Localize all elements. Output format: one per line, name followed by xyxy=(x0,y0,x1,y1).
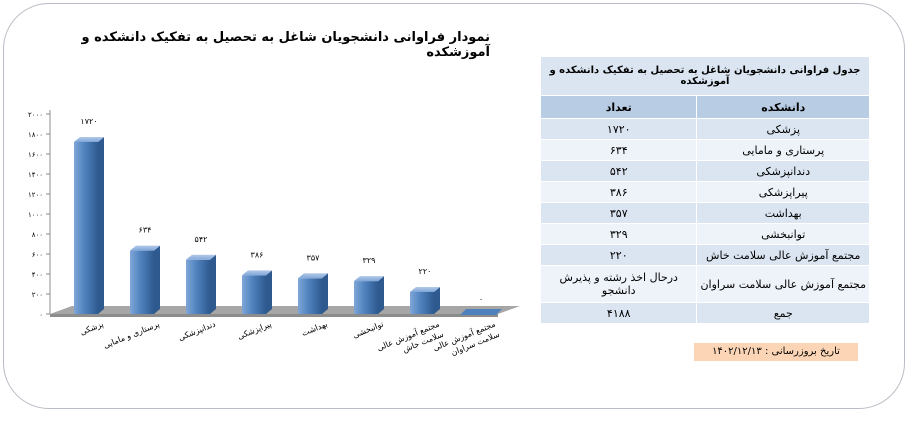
faculty-cell: مجتمع آموزش عالی سلامت سراوان xyxy=(696,265,870,303)
data-label: ۵۴۲ xyxy=(195,235,208,244)
table-row: بهداشت ۳۵۷ xyxy=(539,202,870,224)
table-row: پزشکی ۱۷۲۰ xyxy=(539,118,870,140)
table-row: مجتمع آموزش عالی سلامت سراوان درحال اخذ … xyxy=(539,265,870,303)
table-row: دندانپزشکی ۵۴۲ xyxy=(539,160,870,182)
data-label: ۳۵۷ xyxy=(307,253,321,262)
x-category-label-line: پزشکی xyxy=(79,320,105,337)
bar-side xyxy=(154,245,160,314)
x-category-label: پیراپزشکی xyxy=(236,320,272,342)
table-row: مجتمع آموزش عالی سلامت خاش ۲۲۰ xyxy=(539,244,870,266)
table-total-row: جمع ۴۱۸۸ xyxy=(539,302,870,324)
bar xyxy=(186,259,210,314)
bar xyxy=(460,309,502,315)
x-category-label: دندانپزشکی xyxy=(177,319,217,342)
count-cell: ۳۸۶ xyxy=(539,181,698,203)
report-date: تاریخ بروزرسانی : ۱۴۰۲/۱۲/۱۳ xyxy=(694,343,858,361)
bar-top xyxy=(354,276,384,282)
total-label-cell: جمع xyxy=(696,302,870,324)
data-label: ۶۳۴ xyxy=(139,226,152,235)
faculty-cell: دندانپزشکی xyxy=(696,160,870,182)
x-category-label: مجتمع آموزش عالیسلامت خاش xyxy=(375,318,445,362)
x-category-label: توانبخشی xyxy=(352,320,385,340)
count-cell: ۱۷۲۰ xyxy=(539,118,698,140)
total-count-cell: ۴۱۸۸ xyxy=(539,302,698,324)
y-tick-label: ۲۰۰۰ xyxy=(28,111,43,119)
x-category-label-line: پرستاری و مامایی xyxy=(102,320,161,351)
x-category-label: مجتمع آموزش عالیسلامت سراوان xyxy=(431,318,501,362)
bar-top xyxy=(298,273,328,279)
column-header-faculty: دانشکده xyxy=(696,95,870,119)
bar-top xyxy=(74,137,104,142)
table-row: توانبخشی ۳۲۹ xyxy=(539,223,870,245)
faculty-cell: مجتمع آموزش عالی سلامت خاش xyxy=(696,244,870,266)
bar-side xyxy=(266,270,272,314)
data-table-container: جدول فراوانی دانشجویان شاغل به تحصیل به … xyxy=(539,56,870,324)
y-tick-label: ۱۲۰۰ xyxy=(28,191,43,199)
table-row: پرستاری و مامایی ۶۳۴ xyxy=(539,139,870,161)
bar xyxy=(130,250,154,314)
table-title: جدول فراوانی دانشجویان شاغل به تحصیل به … xyxy=(540,56,870,96)
faculty-cell: بهداشت xyxy=(696,202,870,224)
data-label: ۰ xyxy=(479,295,483,304)
data-label: ۳۸۶ xyxy=(251,250,264,259)
y-tick-label: ۱۸۰۰ xyxy=(28,131,43,139)
chart-title: نمودار فراوانی دانشجویان شاغل به تحصیل ب… xyxy=(81,30,490,60)
data-label: ۳۲۹ xyxy=(363,256,376,265)
bar-side xyxy=(210,254,216,314)
data-table: جدول فراوانی دانشجویان شاغل به تحصیل به … xyxy=(539,56,870,324)
y-tick-label: ۰ xyxy=(39,311,43,319)
bar xyxy=(410,292,434,314)
y-tick-label: ۱۴۰۰ xyxy=(28,171,43,179)
count-cell: درحال اخذ رشته و پذیرش دانشجو xyxy=(539,265,698,303)
data-label: ۱۷۲۰ xyxy=(80,117,97,126)
bar xyxy=(298,278,322,314)
bar xyxy=(242,275,266,314)
x-category-label-line: توانبخشی xyxy=(352,320,385,340)
bar-side xyxy=(434,287,440,314)
count-cell: ۲۲۰ xyxy=(539,244,698,266)
bar-top xyxy=(186,254,216,260)
table-row: پیراپزشکی ۳۸۶ xyxy=(539,181,870,203)
bar-top xyxy=(242,270,272,276)
bar xyxy=(74,142,98,314)
y-tick-label: ۴۰۰ xyxy=(32,271,43,279)
bar-side xyxy=(322,273,328,314)
x-category-label: پرستاری و مامایی xyxy=(102,320,161,351)
x-category-label-line: دندانپزشکی xyxy=(177,319,217,342)
y-tick-label: ۱۶۰۰ xyxy=(28,151,43,159)
x-category-label: پزشکی xyxy=(79,320,105,337)
bar-side xyxy=(98,137,104,314)
count-cell: ۶۳۴ xyxy=(539,139,698,161)
count-cell: ۳۵۷ xyxy=(539,202,698,224)
faculty-cell: توانبخشی xyxy=(696,223,870,245)
column-header-count: تعداد xyxy=(539,95,698,119)
data-label: ۲۲۰ xyxy=(419,267,432,276)
bar xyxy=(354,281,378,314)
bar-side xyxy=(378,276,384,314)
bar-top xyxy=(130,245,160,251)
faculty-cell: پیراپزشکی xyxy=(696,181,870,203)
x-category-label-line: بهداشت xyxy=(300,320,328,338)
x-category-label-line: پیراپزشکی xyxy=(236,320,272,342)
bar-top xyxy=(410,287,440,292)
chart-floor-edge xyxy=(50,314,498,317)
x-category-label: بهداشت xyxy=(300,320,328,338)
chart-floor xyxy=(50,306,520,314)
faculty-cell: پرستاری و مامایی xyxy=(696,139,870,161)
y-tick-label: ۲۰۰ xyxy=(32,291,43,299)
y-tick-label: ۸۰۰ xyxy=(32,231,43,239)
count-cell: ۵۴۲ xyxy=(539,160,698,182)
y-tick-label: ۶۰۰ xyxy=(32,251,43,259)
count-cell: ۳۲۹ xyxy=(539,223,698,245)
y-tick-label: ۱۰۰۰ xyxy=(28,211,43,219)
faculty-cell: پزشکی xyxy=(696,118,870,140)
